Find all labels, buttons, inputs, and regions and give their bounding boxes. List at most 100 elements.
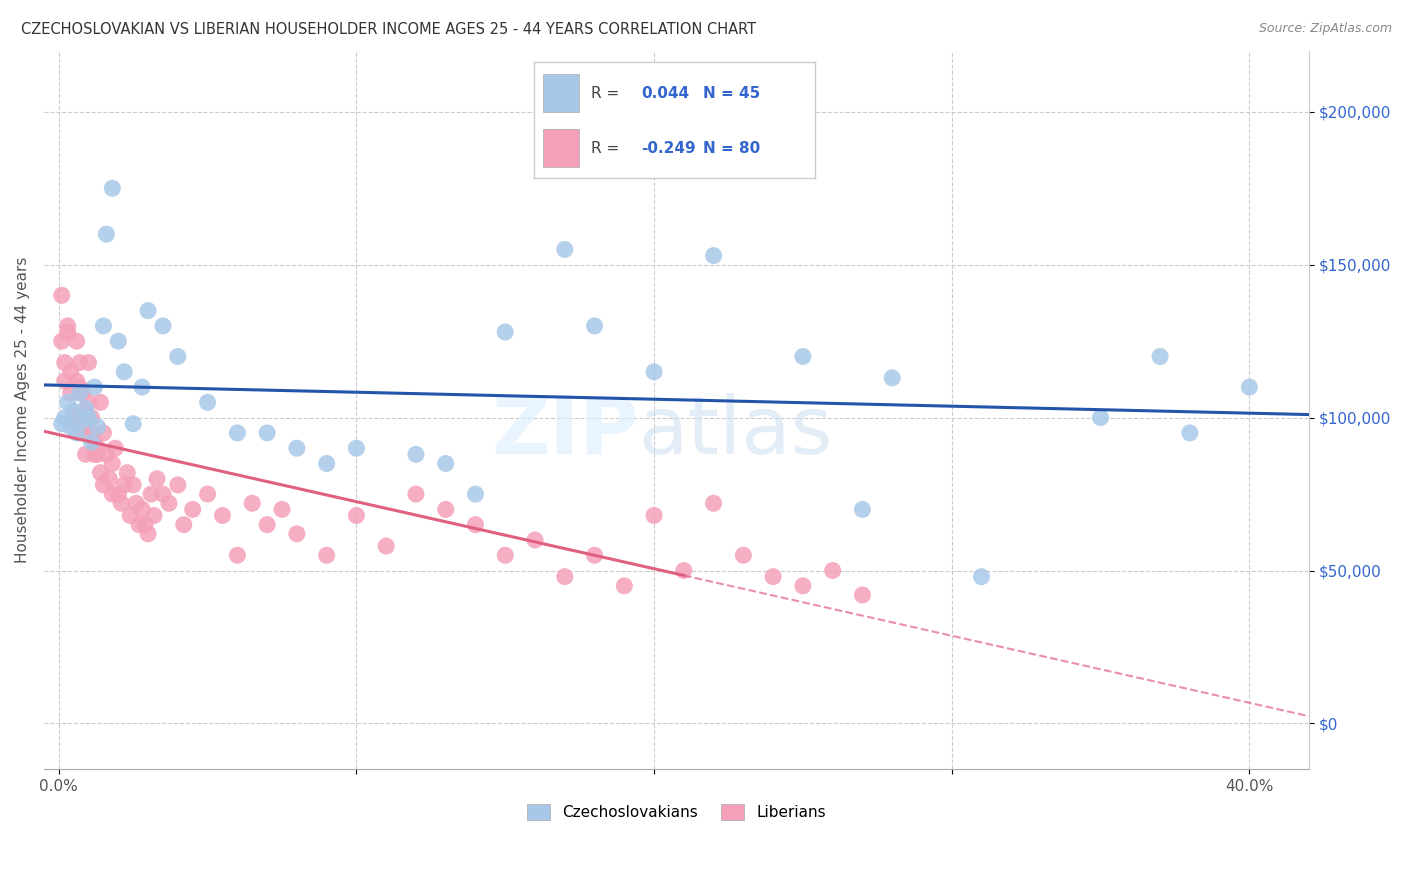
Point [53,355,76,369]
Point [970,569,993,583]
Point [494,325,516,339]
Point [1149,350,1171,364]
Point [643,508,665,523]
Point [101,181,124,195]
Point [93,425,115,440]
Point [83,435,105,450]
Point [125,496,148,510]
Legend: Czechoslovakians, Liberians: Czechoslovakians, Liberians [522,798,832,826]
Point [583,318,606,333]
Point [107,334,129,348]
Point [86,447,108,461]
Point [80,425,103,440]
Y-axis label: Householder Income Ages 25 - 44 years: Householder Income Ages 25 - 44 years [15,257,30,563]
Text: R =: R = [591,141,619,156]
Text: Source: ZipAtlas.com: Source: ZipAtlas.com [1258,22,1392,36]
Point [93,478,115,492]
Point [110,496,132,510]
Point [226,425,249,440]
FancyBboxPatch shape [543,74,579,112]
Point [66,374,89,388]
Point [69,386,91,401]
Point [554,243,576,257]
Point [86,419,108,434]
Point [93,318,115,333]
Point [101,457,124,471]
Point [166,478,188,492]
Point [434,502,457,516]
Point [139,487,162,501]
Point [226,548,249,562]
Point [851,502,873,516]
Point [51,417,73,431]
Point [315,457,337,471]
Point [101,487,124,501]
Text: ZIP: ZIP [491,392,638,471]
Point [703,249,725,263]
Point [72,425,94,440]
Point [152,487,174,501]
Point [554,569,576,583]
Point [851,588,873,602]
Point [83,447,105,461]
Point [53,410,76,425]
Point [197,487,219,501]
Point [1178,425,1201,440]
Point [375,539,398,553]
Point [51,288,73,302]
Point [733,548,755,562]
Point [112,365,135,379]
Text: atlas: atlas [638,392,832,471]
Point [89,395,111,409]
Point [157,496,180,510]
Point [211,508,233,523]
Text: N = 80: N = 80 [703,141,761,156]
Point [98,472,121,486]
Point [197,395,219,409]
Point [256,425,278,440]
Point [80,410,103,425]
Point [1090,410,1112,425]
Point [122,478,145,492]
Point [143,508,166,523]
Text: R =: R = [591,87,619,102]
Point [792,579,814,593]
Point [96,227,118,242]
Point [136,526,159,541]
Point [792,350,814,364]
Point [613,579,636,593]
Point [96,447,118,461]
Point [72,386,94,401]
Point [346,508,368,523]
Point [80,435,103,450]
Point [405,487,427,501]
Point [346,441,368,455]
Point [115,466,138,480]
Point [672,564,695,578]
Point [120,508,142,523]
Point [53,374,76,388]
Point [152,318,174,333]
Point [56,318,79,333]
Point [762,569,785,583]
Point [464,517,486,532]
Point [112,478,135,492]
Point [86,441,108,455]
Point [59,365,82,379]
Point [56,395,79,409]
Point [59,419,82,434]
Point [173,517,195,532]
Point [166,350,188,364]
Point [66,334,89,348]
Point [285,441,308,455]
Point [83,380,105,394]
Point [1239,380,1261,394]
Point [75,447,97,461]
Point [75,404,97,418]
Point [882,371,904,385]
Point [131,380,153,394]
Point [315,548,337,562]
Point [494,548,516,562]
Point [134,517,156,532]
Point [75,401,97,416]
